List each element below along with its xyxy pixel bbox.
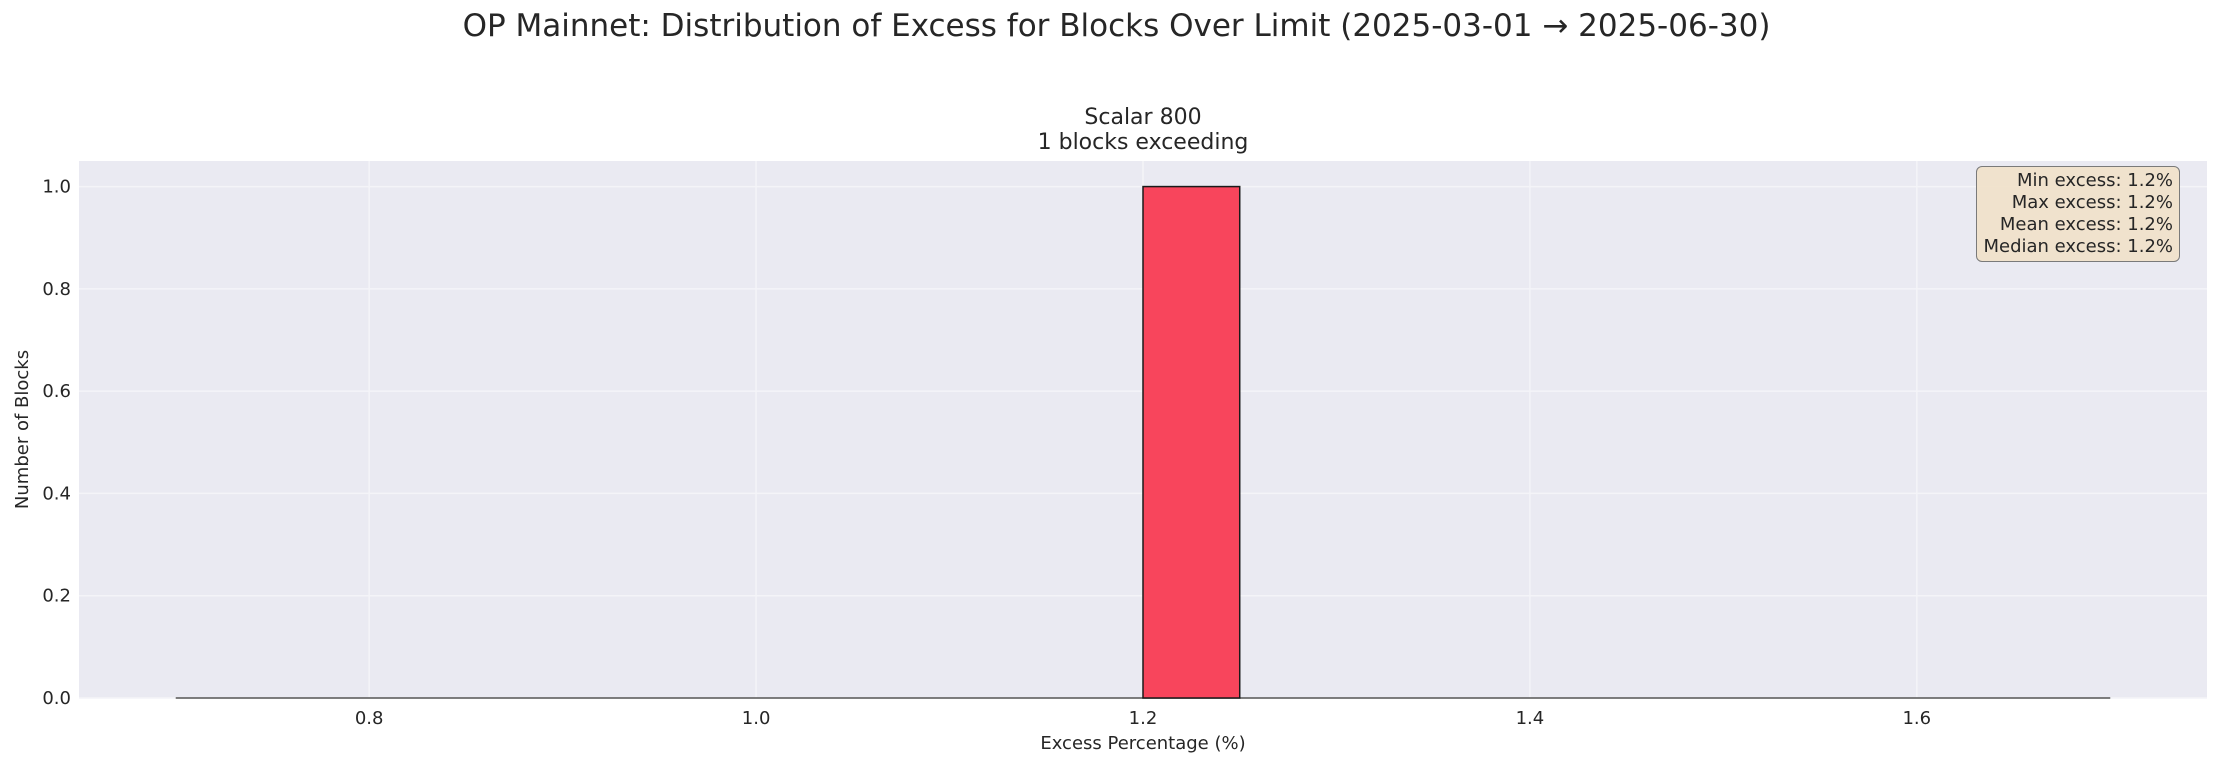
stat-mean: Mean excess: 1.2%: [1999, 214, 2173, 235]
y-tick-label: 0.2: [42, 586, 71, 607]
y-tick-label: 0.8: [42, 279, 71, 300]
x-tick-label: 1.6: [1902, 708, 1931, 729]
y-tick-label: 0.0: [42, 688, 71, 709]
y-tick-label: 0.4: [42, 483, 71, 504]
stat-min: Min excess: 1.2%: [2017, 170, 2173, 191]
y-tick-label: 1.0: [42, 177, 71, 198]
histogram-bar: [1142, 185, 1241, 699]
y-axis-label: Number of Blocks: [12, 350, 33, 509]
x-axis-label: Excess Percentage (%): [1040, 733, 1245, 754]
bars: [1142, 185, 1241, 699]
x-tick-label: 1.4: [1516, 708, 1545, 729]
x-tick-label: 1.0: [742, 708, 771, 729]
stat-median: Median excess: 1.2%: [1983, 236, 2173, 257]
x-tick-label: 1.2: [1129, 708, 1158, 729]
x-tick-label: 0.8: [355, 708, 384, 729]
axes-title: Scalar 800: [1084, 105, 1201, 130]
y-tick-label: 0.6: [42, 381, 71, 402]
figure-title: OP Mainnet: Distribution of Excess for B…: [462, 8, 1771, 44]
x-ticks: 0.8 1.0 1.2 1.4 1.6: [355, 708, 1931, 729]
stats-box: Min excess: 1.2% Max excess: 1.2% Mean e…: [1976, 166, 2180, 262]
stat-max: Max excess: 1.2%: [2011, 192, 2173, 213]
axes-subtitle: 1 blocks exceeding: [1038, 130, 1249, 155]
y-ticks: 0.0 0.2 0.4 0.6 0.8 1.0: [42, 177, 71, 709]
